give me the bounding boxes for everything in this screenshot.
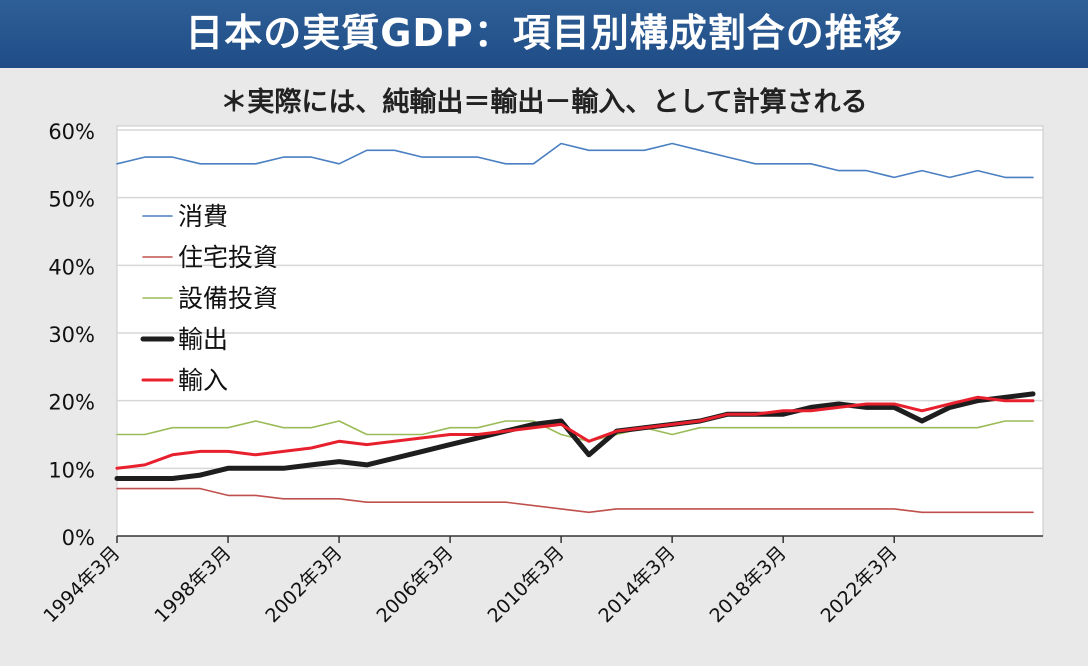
x-tick-label: 1994年3月	[39, 542, 124, 627]
x-tick-label: 2002年3月	[261, 542, 346, 627]
x-axis: 1994年3月 1998年3月 2002年3月 2006年3月 2010年3月 2014年…	[39, 535, 1043, 627]
x-tick-label: 2014年3月	[595, 542, 680, 627]
legend-label: 消費	[178, 202, 228, 231]
legend-label: 設備投資	[178, 284, 278, 313]
y-tick-label: 10%	[48, 458, 95, 482]
chart-subtitle: ＊実際には、純輸出＝輸出－輸入、として計算される	[220, 87, 868, 118]
x-tick-label: 2018年3月	[706, 542, 791, 627]
series-line	[115, 395, 1035, 470]
y-tick-label: 20%	[48, 391, 95, 415]
y-tick-label: 60%	[48, 120, 95, 144]
x-tick-label: 2022年3月	[817, 542, 902, 627]
y-tick-label: 50%	[48, 188, 95, 212]
gridlines	[117, 129, 1043, 470]
legend-label: 輸入	[178, 366, 228, 395]
x-tick-label: 2006年3月	[372, 542, 457, 627]
chart-title: 日本の実質GDP：項目別構成割合の推移	[0, 0, 1088, 68]
legend-label: 輸出	[178, 325, 228, 354]
y-axis-labels: 0% 10% 20% 30% 40% 50% 60%	[48, 120, 95, 550]
plot-background	[116, 125, 1044, 537]
y-tick-label: 30%	[48, 323, 95, 347]
series-line	[116, 487, 1034, 514]
series-line	[116, 142, 1034, 179]
series-lines	[114, 142, 1036, 514]
y-tick-label: 0%	[62, 526, 95, 550]
y-tick-label: 40%	[48, 255, 95, 279]
legend-label: 住宅投資	[178, 243, 278, 272]
x-tick-label: 2010年3月	[483, 542, 568, 627]
series-line	[114, 391, 1036, 481]
x-tick-label: 1998年3月	[150, 542, 235, 627]
